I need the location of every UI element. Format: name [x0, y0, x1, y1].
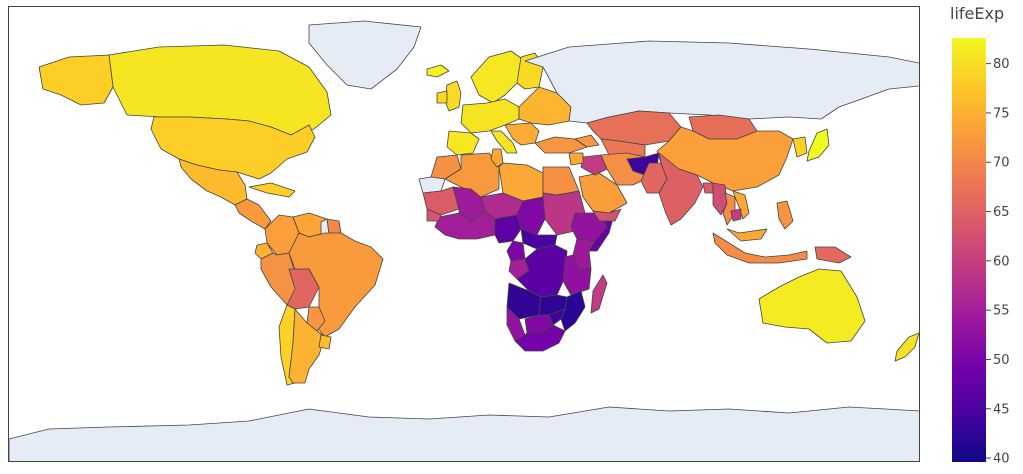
region-south-africa[interactable]: South Africa — [514, 324, 566, 352]
map-frame[interactable]: CanadaUnited StatesGreenlandAlaskaMexico… — [8, 6, 920, 462]
colorbar-tick-label: 50 — [993, 353, 1010, 368]
colorbar-title: lifeExp — [950, 4, 1005, 23]
region-cuba[interactable]: Cuba — [248, 182, 296, 198]
region-antarctica[interactable]: Antarctica — [9, 406, 920, 462]
region-saudi-arabia[interactable]: Saudi Arabia — [578, 172, 628, 214]
colorbar-tick-label: 40 — [993, 452, 1010, 467]
colorbar-gradient — [952, 38, 986, 462]
colorbar-tick-label: 55 — [993, 304, 1010, 319]
region-yemen[interactable]: Yemen — [592, 208, 622, 222]
region-iberia[interactable]: Iberia — [446, 130, 480, 156]
region-madagascar[interactable]: Madagascar — [590, 274, 608, 314]
region-syria[interactable]: Syria — [568, 152, 584, 166]
colorbar: 40 45 50 55 60 65 70 75 80 — [952, 38, 1010, 467]
colorbar-tick-label: 65 — [993, 205, 1010, 220]
region-senegal[interactable]: Senegal — [426, 208, 442, 222]
region-argentina[interactable]: Argentina — [288, 308, 326, 384]
region-cambodia[interactable]: Cambodia — [730, 208, 742, 222]
region-uruguay[interactable]: Uruguay — [318, 334, 332, 350]
world-map[interactable]: CanadaUnited StatesGreenlandAlaskaMexico… — [9, 7, 920, 462]
region-india[interactable]: India — [658, 152, 704, 226]
colorbar-tick-label: 80 — [993, 57, 1010, 72]
region-russia[interactable]: Russia — [524, 40, 920, 124]
region-brazil[interactable]: Brazil — [288, 232, 384, 338]
region-iceland[interactable]: Iceland — [426, 64, 450, 78]
region-australia[interactable]: Australia — [758, 268, 866, 344]
region-iraq[interactable]: Iraq — [580, 154, 608, 176]
region-western-europe[interactable]: Western Europe — [460, 98, 520, 134]
region-tunisia[interactable]: Tunisia — [490, 148, 504, 168]
region-caucasus[interactable]: Caucasus — [574, 134, 600, 148]
colorbar-tick-label: 75 — [993, 106, 1010, 121]
region-myanmar[interactable]: Myanmar — [712, 182, 728, 216]
colorbar-tick-label: 60 — [993, 254, 1010, 269]
region-bangladesh[interactable]: Bangladesh — [702, 182, 714, 194]
region-indonesia[interactable]: Indonesia — [712, 232, 808, 264]
region-paraguay[interactable]: Paraguay — [306, 306, 326, 332]
region-ireland[interactable]: Ireland — [436, 90, 448, 104]
region-new-zealand[interactable]: New Zealand — [894, 332, 919, 362]
region-central-america[interactable]: Central America — [234, 198, 272, 230]
region-philippines[interactable]: Philippines — [776, 200, 794, 230]
region-italy[interactable]: Italy — [490, 130, 518, 154]
region-western-sahara[interactable]: Western Sahara — [418, 176, 446, 194]
region-korea[interactable]: Korea — [792, 136, 808, 158]
region-vietnam[interactable]: Vietnam — [732, 190, 750, 220]
region-papua-new-guinea[interactable]: Papua New Guinea — [814, 246, 852, 264]
region-alaska[interactable]: Alaska — [38, 54, 114, 106]
region-tanzania[interactable]: Tanzania — [562, 254, 592, 296]
region-scandinavia[interactable]: Scandinavia — [470, 50, 526, 104]
colorbar-tick-label: 70 — [993, 156, 1010, 171]
region-malaysia[interactable]: Malaysia — [726, 228, 768, 242]
region-greenland[interactable]: Greenland — [308, 20, 422, 90]
colorbar-tick-label: 45 — [993, 402, 1010, 417]
region-japan[interactable]: Japan — [806, 128, 830, 162]
